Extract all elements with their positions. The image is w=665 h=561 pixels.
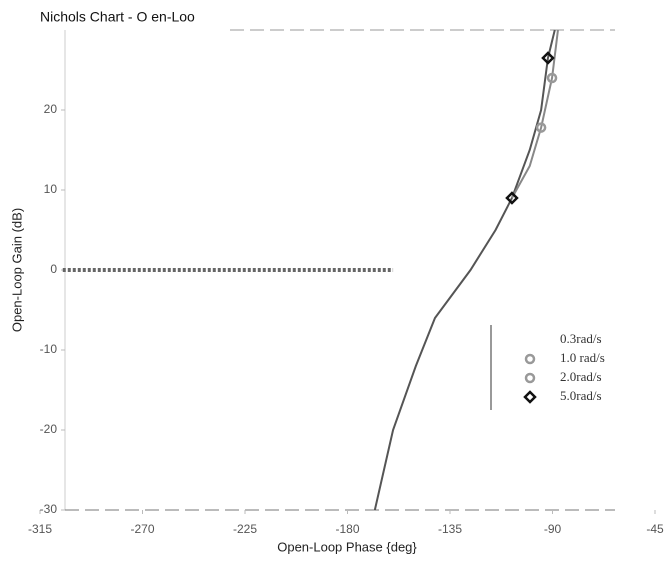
legend-label: 0.3rad/s xyxy=(560,331,602,346)
x-tick-label: -180 xyxy=(335,522,359,536)
curve xyxy=(511,29,559,199)
y-tick-label: 20 xyxy=(44,102,58,116)
x-tick-label: -315 xyxy=(28,522,52,536)
x-tick-label: -135 xyxy=(438,522,462,536)
chart-title: Nichols Chart - O en-Loo xyxy=(40,9,195,25)
x-tick-label: -270 xyxy=(130,522,154,536)
marker xyxy=(535,122,547,133)
legend-label: 5.0rad/s xyxy=(560,388,602,403)
y-tick-label: -10 xyxy=(40,342,58,356)
legend-label: 1.0 rad/s xyxy=(560,350,605,365)
marker xyxy=(541,51,555,65)
legend-symbol xyxy=(523,390,537,404)
y-tick-label: 10 xyxy=(44,182,58,196)
marker xyxy=(505,191,519,205)
y-tick-label: -30 xyxy=(40,502,58,516)
legend-symbol xyxy=(524,372,536,384)
y-axis-label: Open-Loop Gain (dB) xyxy=(9,208,24,332)
marker xyxy=(546,72,558,84)
y-tick-label: -20 xyxy=(40,422,58,436)
legend-symbol xyxy=(524,353,536,365)
y-tick-label: 0 xyxy=(50,262,57,276)
x-tick-label: -45 xyxy=(646,522,664,536)
x-tick-label: -90 xyxy=(544,522,562,536)
legend-label: 2.0rad/s xyxy=(560,369,602,384)
x-axis-label: Open-Loop Phase {deg} xyxy=(277,539,417,554)
x-tick-label: -225 xyxy=(233,522,257,536)
curve xyxy=(373,29,556,511)
